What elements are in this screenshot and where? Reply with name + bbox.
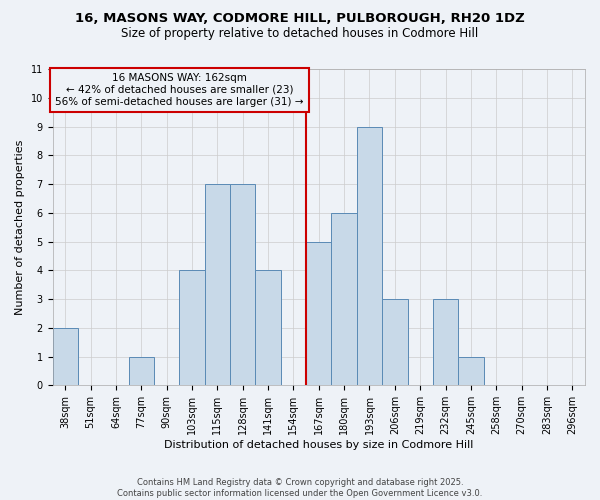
Bar bbox=[230, 184, 256, 386]
Bar bbox=[433, 299, 458, 386]
Bar bbox=[128, 356, 154, 386]
Text: 16 MASONS WAY: 162sqm
← 42% of detached houses are smaller (23)
56% of semi-deta: 16 MASONS WAY: 162sqm ← 42% of detached … bbox=[55, 74, 304, 106]
Bar bbox=[382, 299, 407, 386]
X-axis label: Distribution of detached houses by size in Codmore Hill: Distribution of detached houses by size … bbox=[164, 440, 473, 450]
Text: 16, MASONS WAY, CODMORE HILL, PULBOROUGH, RH20 1DZ: 16, MASONS WAY, CODMORE HILL, PULBOROUGH… bbox=[75, 12, 525, 26]
Text: Size of property relative to detached houses in Codmore Hill: Size of property relative to detached ho… bbox=[121, 28, 479, 40]
Bar bbox=[331, 213, 357, 386]
Bar bbox=[179, 270, 205, 386]
Bar bbox=[458, 356, 484, 386]
Bar bbox=[53, 328, 78, 386]
Bar bbox=[205, 184, 230, 386]
Bar bbox=[256, 270, 281, 386]
Bar bbox=[306, 242, 331, 386]
Text: Contains HM Land Registry data © Crown copyright and database right 2025.
Contai: Contains HM Land Registry data © Crown c… bbox=[118, 478, 482, 498]
Bar bbox=[357, 126, 382, 386]
Y-axis label: Number of detached properties: Number of detached properties bbox=[15, 140, 25, 315]
